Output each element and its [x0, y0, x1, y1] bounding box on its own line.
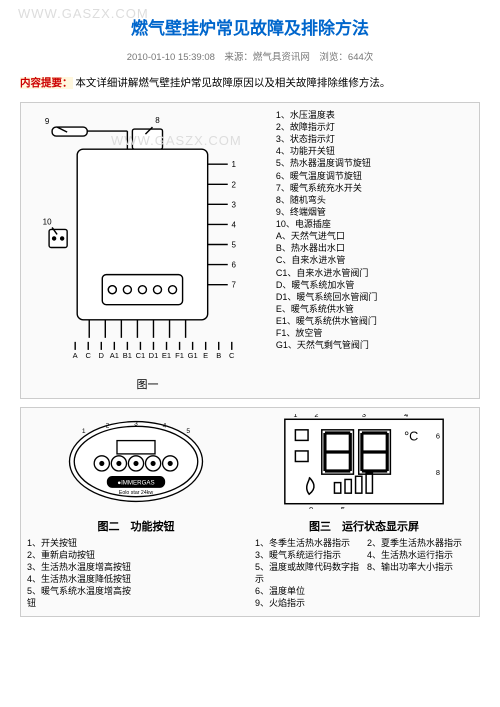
- legend-item: E、暖气系统供水管: [276, 303, 473, 315]
- svg-text:2: 2: [232, 180, 237, 189]
- svg-text:10: 10: [43, 217, 52, 226]
- legend-item: 3、状态指示灯: [276, 133, 473, 145]
- legend-item: A、天然气进气口: [276, 230, 473, 242]
- svg-text:4: 4: [404, 414, 408, 419]
- figure-three-caption: 图三 运行状态显示屏: [255, 518, 473, 534]
- display-diagram: °C 1 2 3 4 6 8 9 5: [255, 414, 473, 509]
- legend-item: 3、生活热水温度增高按钮: [27, 561, 136, 573]
- svg-text:C: C: [229, 351, 235, 360]
- figure-two-legend: 1、开关按钮2、重新启动按钮3、生活热水温度增高按钮4、生活热水温度降低按钮5、…: [27, 537, 245, 610]
- svg-text:1: 1: [232, 160, 237, 169]
- svg-text:1: 1: [293, 414, 297, 419]
- svg-text:7: 7: [232, 280, 237, 289]
- legend-item: D1、暖气系统回水管阀门: [276, 291, 473, 303]
- figure-three: °C 1 2 3 4 6 8 9 5 图三 运行状态显示屏 1、冬季生活热水器指示3、暖气系统运…: [255, 414, 473, 610]
- summary-lead: 内容提要：: [20, 77, 73, 89]
- legend-item: 5、暖气系统水温度增高按钮: [27, 585, 136, 609]
- legend-item: 8、随机弯头: [276, 194, 473, 206]
- svg-text:C1: C1: [136, 351, 146, 360]
- svg-text:3: 3: [134, 420, 138, 427]
- boiler-diagram: 98123456710ACDA1B1C1D1E1F1G1EBC: [27, 109, 268, 370]
- legend-item: 9、火焰指示: [255, 597, 361, 609]
- legend-item: 1、冬季生活热水器指示: [255, 537, 361, 549]
- svg-text:1: 1: [82, 428, 86, 435]
- legend-item: 2、重新启动按钮: [27, 549, 136, 561]
- svg-text:5: 5: [232, 240, 237, 249]
- legend-item: 7、暖气系统充水开关: [276, 182, 473, 194]
- svg-text:4: 4: [163, 422, 167, 429]
- svg-text:8: 8: [436, 468, 440, 477]
- legend-item: G1、天然气剩气管阀门: [276, 339, 473, 351]
- legend-item: 4、生活热水温度降低按钮: [27, 573, 136, 585]
- svg-text:°C: °C: [404, 429, 418, 443]
- svg-text:●IMMERGAS: ●IMMERGAS: [117, 479, 154, 486]
- legend-item: 5、温度或故障代码数字指示: [255, 561, 361, 585]
- svg-text:2: 2: [106, 422, 110, 429]
- svg-text:A: A: [73, 351, 78, 360]
- svg-text:5: 5: [186, 428, 190, 435]
- legend-item: 3、暖气系统运行指示: [255, 549, 361, 561]
- legend-item: 1、水压温度表: [276, 109, 473, 121]
- svg-text:9: 9: [45, 117, 50, 126]
- legend-item: 8、输出功率大小指示: [367, 561, 473, 573]
- legend-item: D、暖气系统加水管: [276, 279, 473, 291]
- legend-item: C、自来水进水管: [276, 254, 473, 266]
- legend-item: C1、自来水进水管阀门: [276, 267, 473, 279]
- svg-text:4: 4: [232, 220, 237, 229]
- svg-text:F1: F1: [175, 351, 184, 360]
- figure-two-caption: 图二 功能按钮: [27, 518, 245, 534]
- summary: 内容提要： 本文详细讲解燃气壁挂炉常见故障原因以及相关故障排除维修方法。: [20, 75, 480, 92]
- legend-item: 6、温度单位: [255, 585, 361, 597]
- legend-item: 2、夏季生活热水器指示: [367, 537, 473, 549]
- figure-one: WWW.GASZX.COM 98123456710ACDA1B1C1D1E1F1…: [20, 102, 480, 399]
- page-title: 燃气壁挂炉常见故障及排除方法: [20, 14, 480, 39]
- legend-item: F1、放空管: [276, 327, 473, 339]
- svg-text:5: 5: [341, 505, 345, 509]
- svg-text:E: E: [203, 351, 208, 360]
- legend-item: E1、暖气系统供水管阀门: [276, 315, 473, 327]
- legend-item: B、热水器出水口: [276, 242, 473, 254]
- svg-text:2: 2: [314, 414, 318, 419]
- svg-text:8: 8: [155, 116, 160, 125]
- svg-text:D: D: [99, 351, 105, 360]
- svg-text:3: 3: [232, 200, 237, 209]
- svg-text:A1: A1: [110, 351, 119, 360]
- svg-text:D1: D1: [149, 351, 159, 360]
- svg-text:6: 6: [436, 431, 440, 440]
- legend-item: 10、电源插座: [276, 218, 473, 230]
- svg-text:C: C: [86, 351, 92, 360]
- svg-text:E1: E1: [162, 351, 171, 360]
- svg-text:9: 9: [309, 505, 313, 509]
- meta-line: 2010-01-10 15:39:08 来源：燃气具资讯网 浏览：644次: [20, 49, 480, 63]
- legend-item: 9、终端烟管: [276, 206, 473, 218]
- figure-two: ●IMMERGAS Eolo star 24kw 1 2 3 4 5 图二 功能按钮 1、开…: [27, 414, 245, 610]
- legend-item: 4、功能开关钮: [276, 145, 473, 157]
- svg-text:B: B: [216, 351, 221, 360]
- boiler-diagram-wrap: 98123456710ACDA1B1C1D1E1F1G1EBC 图一: [27, 109, 268, 392]
- summary-body: 本文详细讲解燃气壁挂炉常见故障原因以及相关故障排除维修方法。: [75, 77, 390, 89]
- figure-one-legend: 1、水压温度表2、故障指示灯3、状态指示灯4、功能开关钮5、热水器温度调节旋钮6…: [276, 109, 473, 392]
- legend-item: 1、开关按钮: [27, 537, 136, 549]
- figure-one-caption: 图一: [27, 376, 268, 392]
- svg-text:G1: G1: [188, 351, 198, 360]
- legend-item: 5、热水器温度调节旋钮: [276, 157, 473, 169]
- svg-text:6: 6: [232, 260, 237, 269]
- svg-text:Eolo star 24kw: Eolo star 24kw: [119, 490, 153, 496]
- legend-item: 4、生活热水运行指示: [367, 549, 473, 561]
- figure-three-legend: 1、冬季生活热水器指示3、暖气系统运行指示5、温度或故障代码数字指示6、温度单位…: [255, 537, 473, 610]
- figure-two-three: WWW.GASZX.COM ●IMMERGASEolo star 24kw123…: [20, 407, 480, 617]
- control-panel-diagram: ●IMMERGAS Eolo star 24kw 1 2 3 4 5: [27, 414, 245, 509]
- svg-text:B1: B1: [123, 351, 132, 360]
- legend-item: 6、暖气温度调节旋钮: [276, 170, 473, 182]
- svg-text:3: 3: [362, 414, 366, 419]
- legend-item: 2、故障指示灯: [276, 121, 473, 133]
